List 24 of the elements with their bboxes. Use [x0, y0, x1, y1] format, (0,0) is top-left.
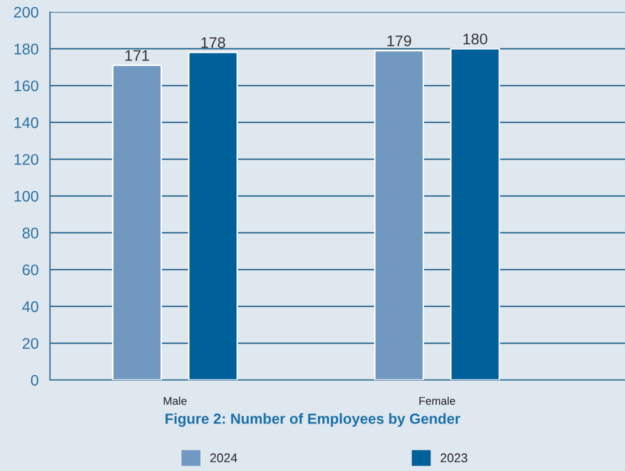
y-tick-label: 120	[14, 154, 38, 165]
text: Figure 2: Number of Employees by Gender	[166, 413, 460, 427]
bar	[450, 48, 500, 380]
y-tick-label: 180	[14, 44, 38, 54]
y-tick-label: 160	[14, 80, 38, 92]
bar	[374, 50, 424, 380]
bar	[188, 52, 238, 380]
y-tick-label: 200	[14, 6, 38, 18]
legend-label: 2023	[440, 453, 468, 462]
data-label: 171	[125, 50, 150, 61]
y-tick-label: 100	[14, 190, 38, 202]
data-label: 178	[201, 37, 226, 48]
bar	[112, 64, 162, 380]
y-tick-label: 60	[22, 264, 38, 276]
y-tick-label: 40	[22, 301, 38, 312]
x-tick-label: Female	[419, 396, 456, 405]
x-tick-label: Male	[164, 396, 187, 405]
data-label: 179	[388, 35, 412, 46]
y-tick-label: 80	[22, 228, 38, 238]
y-tick-label: 140	[14, 117, 38, 128]
legend-label: 2024	[210, 453, 238, 462]
y-tick-label: 0	[30, 374, 38, 386]
y-tick-label: 20	[22, 338, 38, 349]
data-label: 180	[464, 34, 488, 44]
